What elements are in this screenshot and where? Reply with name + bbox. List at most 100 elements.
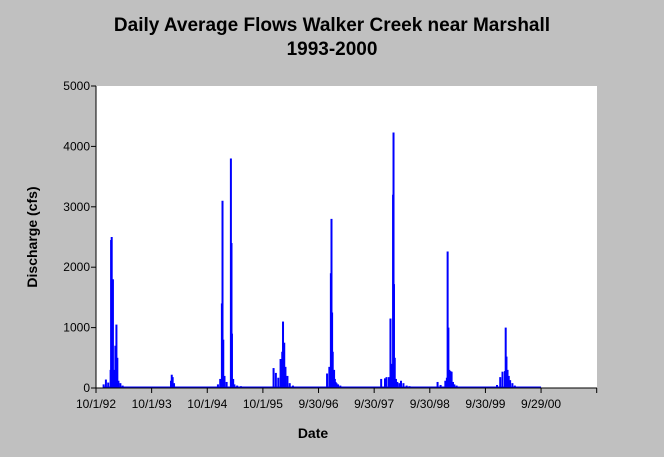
x-axis-title: Date bbox=[298, 425, 329, 441]
chart-title: Daily Average Flows Walker Creek near Ma… bbox=[113, 15, 551, 36]
flow-bar bbox=[380, 378, 383, 388]
flow-bar bbox=[222, 339, 225, 388]
baseflow-band bbox=[103, 386, 542, 388]
flow-bar bbox=[389, 318, 392, 388]
flow-bar bbox=[390, 363, 393, 388]
flow-bar bbox=[116, 357, 119, 388]
flow-bar bbox=[274, 372, 277, 388]
x-tick-label: 9/30/97 bbox=[354, 397, 394, 411]
flow-bar bbox=[448, 369, 451, 388]
flow-bar bbox=[288, 383, 291, 388]
flow-bar bbox=[447, 327, 450, 388]
flow-bar bbox=[383, 378, 386, 388]
flow-bar bbox=[337, 384, 340, 388]
flow-bar bbox=[219, 378, 222, 388]
flow-bar bbox=[393, 357, 396, 388]
flow-bar bbox=[291, 385, 294, 388]
flow-bar bbox=[451, 381, 454, 388]
flow-bar bbox=[449, 371, 452, 388]
x-tick-label: 9/29/00 bbox=[521, 397, 561, 411]
flow-bar bbox=[331, 351, 334, 388]
flow-bar bbox=[446, 251, 449, 388]
flow-bar bbox=[232, 378, 235, 388]
flow-bar bbox=[110, 237, 113, 388]
flow-bar bbox=[225, 381, 228, 388]
flow-bar bbox=[117, 380, 120, 388]
flow-bar bbox=[385, 377, 388, 388]
flow-bar bbox=[450, 371, 453, 388]
flow-bar bbox=[402, 383, 405, 388]
flow-bar bbox=[113, 369, 116, 388]
flow-bar bbox=[387, 377, 390, 388]
flow-bar bbox=[507, 375, 510, 388]
flow-bar bbox=[506, 369, 509, 388]
flow-bar bbox=[392, 284, 395, 388]
bar-series bbox=[102, 132, 542, 388]
flow-bar bbox=[511, 383, 514, 388]
flow-bar bbox=[496, 384, 499, 388]
x-tick-label: 10/1/95 bbox=[243, 397, 283, 411]
flow-bar bbox=[444, 380, 447, 388]
flow-bar bbox=[283, 342, 286, 388]
flow-bar bbox=[408, 386, 411, 388]
flow-bar bbox=[221, 200, 224, 388]
flow-bar bbox=[102, 384, 105, 388]
flow-bar bbox=[398, 383, 401, 388]
y-tick-label: 2000 bbox=[63, 260, 90, 274]
flow-bar bbox=[453, 384, 456, 388]
flow-bar bbox=[119, 383, 122, 388]
flow-bar bbox=[330, 218, 333, 388]
flow-bar bbox=[439, 384, 442, 388]
chart-title-block: Daily Average Flows Walker Creek near Ma… bbox=[0, 14, 664, 62]
flow-bar bbox=[114, 345, 117, 388]
y-tick-label: 3000 bbox=[63, 200, 90, 214]
flow-bar bbox=[173, 383, 176, 388]
y-ticks: 0 1000 2000 3000 4000 5000 bbox=[63, 79, 96, 395]
flow-bar bbox=[111, 279, 114, 388]
x-ticks: 10/1/92 10/1/93 10/1/94 10/1/95 9/30/96 9/30/… bbox=[76, 388, 598, 411]
flow-bar bbox=[499, 377, 502, 388]
flow-bar bbox=[230, 333, 233, 388]
flow-bar bbox=[104, 379, 107, 388]
flow-bar bbox=[394, 378, 397, 388]
flow-bar bbox=[326, 373, 329, 388]
flow-bar bbox=[107, 382, 110, 388]
flow-bar bbox=[236, 385, 239, 388]
flow-bar bbox=[396, 381, 399, 388]
flow-bar bbox=[279, 359, 282, 388]
flow-bar bbox=[328, 366, 331, 388]
flow-bar bbox=[277, 377, 280, 388]
x-tick-label: 10/1/94 bbox=[187, 397, 227, 411]
flow-bar bbox=[505, 356, 508, 388]
flow-bar bbox=[239, 386, 242, 388]
flow-bar bbox=[339, 385, 342, 388]
chart-subtitle: 1993-2000 bbox=[286, 39, 378, 60]
x-tick-label: 9/30/98 bbox=[410, 397, 450, 411]
flow-bar bbox=[405, 385, 408, 388]
flow-bar bbox=[335, 383, 338, 388]
y-axis-title: Discharge (cfs) bbox=[24, 186, 40, 287]
y-tick-label: 1000 bbox=[63, 321, 90, 335]
flow-bar bbox=[282, 321, 285, 388]
flow-bar bbox=[331, 312, 334, 388]
x-tick-label: 9/30/99 bbox=[465, 397, 505, 411]
flow-bar bbox=[233, 384, 236, 388]
x-tick-label: 9/30/96 bbox=[299, 397, 339, 411]
plot-area bbox=[96, 86, 597, 388]
flow-bar bbox=[399, 380, 402, 388]
x-tick-label: 10/1/93 bbox=[132, 397, 172, 411]
flow-bar bbox=[392, 132, 395, 388]
flow-bar bbox=[513, 385, 516, 388]
y-tick-label: 5000 bbox=[63, 79, 90, 93]
flow-bar bbox=[286, 375, 289, 388]
flow-bar bbox=[272, 368, 275, 388]
flow-bar bbox=[121, 385, 124, 388]
flow-bar bbox=[436, 381, 439, 388]
flow-bar bbox=[230, 243, 233, 388]
flow-bar bbox=[455, 385, 458, 388]
flow-bar bbox=[284, 366, 287, 388]
flow-bar bbox=[223, 375, 226, 388]
flow-bar bbox=[171, 377, 174, 388]
y-tick-label: 0 bbox=[83, 381, 90, 395]
